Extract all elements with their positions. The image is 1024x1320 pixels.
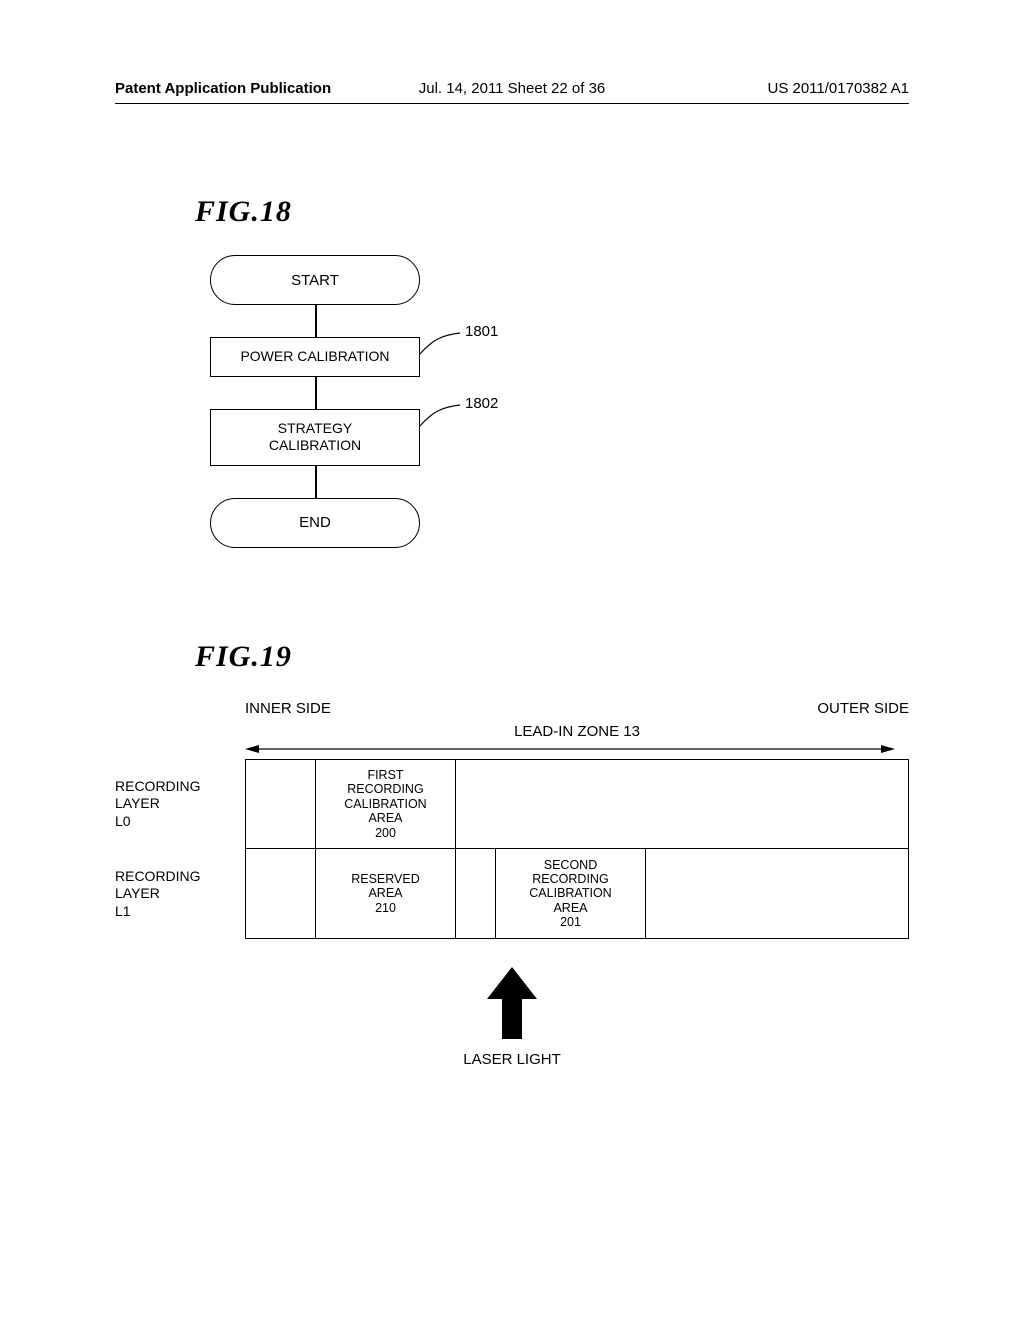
fig18-flowchart: START POWER CALIBRATION 1801 STRATEGY CA… [210, 255, 460, 548]
fig19-diagram: INNER SIDE OUTER SIDE LEAD-IN ZONE 13 RE… [115, 700, 909, 939]
fig19-label: FIG.19 [195, 640, 292, 674]
laser-light-label: LASER LIGHT [463, 1051, 561, 1068]
header-left: Patent Application Publication [115, 80, 331, 97]
layer-L1-label: RECORDING LAYER L1 [115, 849, 245, 939]
cell-reserved-area: RESERVED AREA 210 [316, 849, 456, 938]
leadin-zone-row: LEAD-IN ZONE 13 [245, 723, 909, 753]
fig18-ref-1802: 1802 [465, 395, 498, 412]
connector [315, 305, 317, 337]
side-labels: INNER SIDE OUTER SIDE [115, 700, 909, 717]
double-arrow-icon [245, 745, 895, 753]
fig18-start: START [210, 255, 420, 305]
fig18-step2: STRATEGY CALIBRATION [210, 409, 420, 466]
fig18-ref-1801: 1801 [465, 323, 498, 340]
connector [315, 377, 317, 409]
header-right: US 2011/0170382 A1 [767, 80, 909, 97]
header-center: Jul. 14, 2011 Sheet 22 of 36 [419, 80, 606, 97]
layers-wrap: RECORDING LAYER L0 RECORDING LAYER L1 FI… [115, 759, 909, 939]
connector [315, 466, 317, 498]
cell-second-cal-area: SECOND RECORDING CALIBRATION AREA 201 [496, 849, 646, 938]
layers-col: FIRST RECORDING CALIBRATION AREA 200 RES… [245, 759, 909, 939]
fig18-step1: POWER CALIBRATION [210, 337, 420, 377]
header-rule [115, 103, 909, 104]
cell-empty [246, 760, 316, 848]
layer-L1-row: RESERVED AREA 210 SECOND RECORDING CALIB… [245, 849, 909, 939]
fig18-label: FIG.18 [195, 195, 292, 229]
fig18-end: END [210, 498, 420, 548]
outer-side-label: OUTER SIDE [817, 700, 909, 717]
cell-empty [646, 849, 908, 938]
cell-empty [246, 849, 316, 938]
inner-side-label: INNER SIDE [245, 700, 331, 717]
cell-first-cal-area: FIRST RECORDING CALIBRATION AREA 200 [316, 760, 456, 848]
page-header: Patent Application Publication Jul. 14, … [0, 80, 1024, 97]
cell-gap [456, 849, 496, 938]
layer-L0-row: FIRST RECORDING CALIBRATION AREA 200 [245, 759, 909, 849]
layer-L0-label: RECORDING LAYER L0 [115, 759, 245, 849]
cell-empty [456, 760, 908, 848]
laser-arrow-wrap: LASER LIGHT [0, 965, 1024, 1068]
leadin-zone-label: LEAD-IN ZONE 13 [514, 723, 640, 740]
up-arrow-icon [482, 965, 542, 1043]
layer-labels-col: RECORDING LAYER L0 RECORDING LAYER L1 [115, 759, 245, 939]
